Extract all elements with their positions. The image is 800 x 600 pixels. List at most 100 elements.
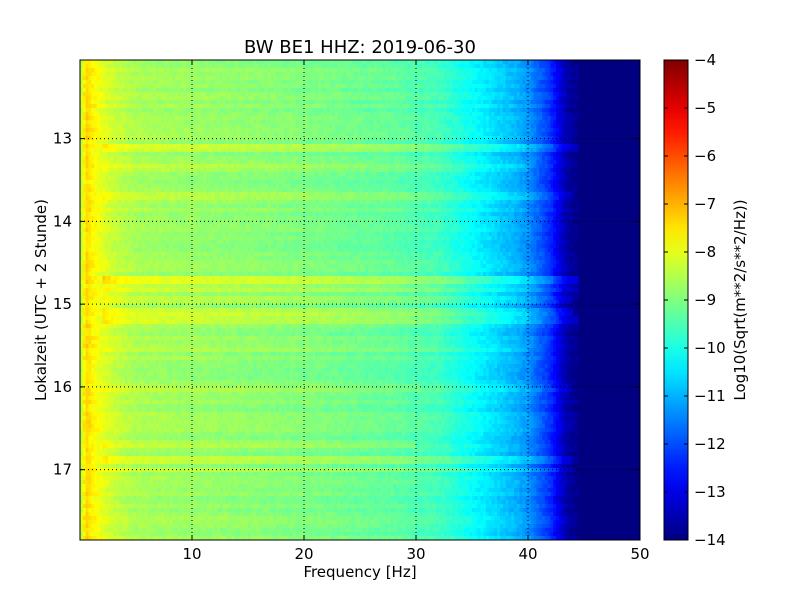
- heatmap-cell: [351, 96, 355, 101]
- heatmap-cell: [211, 148, 218, 153]
- heatmap-cell: [152, 64, 157, 69]
- heatmap-cell: [368, 104, 372, 109]
- heatmap-cell: [396, 68, 400, 73]
- heatmap-cell: [161, 96, 165, 101]
- heatmap-cell: [374, 60, 378, 65]
- heatmap-cell: [256, 92, 260, 97]
- heatmap-cell: [234, 96, 238, 101]
- heatmap-cell: [374, 80, 378, 85]
- heatmap-cell: [144, 68, 148, 73]
- heatmap-cell: [242, 116, 249, 121]
- heatmap-cell: [497, 88, 504, 93]
- heatmap-cell: [402, 104, 406, 109]
- heatmap-row: [80, 88, 640, 93]
- heatmap-cell: [228, 84, 232, 89]
- heatmap-cell: [362, 84, 367, 89]
- heatmap-cell: [250, 64, 255, 69]
- heatmap-cell: [365, 60, 369, 65]
- heatmap-cell: [533, 88, 537, 93]
- heatmap-cell: [239, 72, 243, 77]
- heatmap-cell: [183, 100, 187, 105]
- heatmap-cell: [295, 60, 299, 65]
- heatmap-cell: [365, 96, 369, 101]
- heatmap-cell: [525, 92, 529, 97]
- heatmap-cell: [110, 72, 115, 77]
- heatmap-cell: [362, 68, 369, 73]
- heatmap-cell: [264, 88, 269, 93]
- heatmap-cell: [136, 80, 140, 85]
- heatmap-cell: [474, 92, 479, 97]
- heatmap-cell: [91, 100, 95, 105]
- heatmap-cell: [206, 156, 213, 161]
- heatmap-cell: [396, 84, 400, 89]
- heatmap-cell: [539, 84, 543, 89]
- heatmap-cell: [407, 68, 411, 73]
- heatmap-cell: [234, 60, 238, 65]
- heatmap-cell: [183, 80, 187, 85]
- heatmap-cell: [217, 88, 221, 93]
- heatmap-cell: [273, 72, 277, 77]
- heatmap-cell: [220, 100, 224, 105]
- heatmap-cell: [270, 136, 277, 141]
- heatmap-cell: [575, 60, 579, 65]
- heatmap-cell: [309, 112, 316, 117]
- heatmap-cell: [287, 80, 291, 85]
- heatmap-cell: [486, 88, 490, 93]
- heatmap-cell: [105, 84, 109, 89]
- heatmap-cell: [413, 96, 417, 101]
- heatmap-cell: [248, 72, 252, 77]
- heatmap-cell: [561, 68, 565, 73]
- heatmap-cell: [572, 60, 577, 65]
- heatmap-cell: [150, 100, 154, 105]
- heatmap-cell: [301, 64, 305, 69]
- heatmap-cell: [295, 76, 299, 81]
- heatmap-cell: [315, 60, 319, 65]
- heatmap-cell: [290, 76, 294, 81]
- heatmap-cell: [578, 96, 640, 101]
- heatmap-cell: [486, 68, 490, 73]
- heatmap-cell: [424, 160, 431, 165]
- heatmap-cell: [578, 92, 640, 97]
- heatmap-cell: [418, 60, 423, 65]
- heatmap-cell: [410, 96, 414, 101]
- heatmap-cell: [164, 76, 168, 81]
- heatmap-cell: [169, 80, 173, 85]
- heatmap-cell: [340, 84, 344, 89]
- heatmap-cell: [276, 68, 280, 73]
- heatmap-cell: [348, 88, 353, 93]
- heatmap-cell: [239, 68, 243, 73]
- heatmap-cell: [178, 136, 185, 141]
- heatmap-cell: [136, 100, 140, 105]
- heatmap-cell: [536, 64, 540, 69]
- heatmap-cell: [502, 100, 507, 105]
- heatmap-cell: [430, 68, 434, 73]
- heatmap-cell: [393, 100, 397, 105]
- heatmap-cell: [119, 88, 123, 93]
- heatmap-cell: [337, 84, 341, 89]
- heatmap-cell: [262, 104, 266, 109]
- heatmap-cell: [217, 68, 221, 73]
- heatmap-cell: [172, 68, 176, 73]
- heatmap-cell: [486, 72, 490, 77]
- heatmap-cell: [259, 68, 263, 73]
- heatmap-cell: [292, 60, 297, 65]
- heatmap-cell: [292, 76, 297, 81]
- heatmap-row: [80, 64, 640, 69]
- heatmap-cell: [396, 80, 400, 85]
- heatmap-cell: [500, 76, 504, 81]
- heatmap-cell: [122, 88, 129, 93]
- heatmap-cell: [550, 92, 554, 97]
- heatmap-cell: [200, 80, 204, 85]
- heatmap-cell: [564, 88, 568, 93]
- heatmap-cell: [141, 96, 145, 101]
- heatmap-cell: [556, 60, 560, 65]
- heatmap-cell: [222, 60, 227, 65]
- heatmap-cell: [432, 64, 437, 69]
- heatmap-cell: [385, 60, 389, 65]
- heatmap-cell: [424, 68, 428, 73]
- heatmap-cell: [166, 60, 171, 65]
- heatmap-cell: [248, 92, 252, 97]
- heatmap-cell: [228, 88, 232, 93]
- heatmap-cell: [530, 96, 535, 101]
- heatmap-cell: [578, 120, 640, 125]
